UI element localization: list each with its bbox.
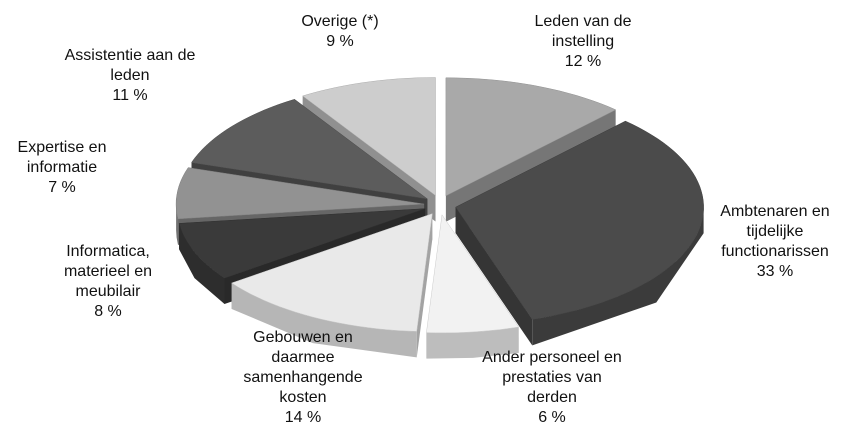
category-label: kosten	[279, 389, 326, 406]
slice-side	[426, 327, 519, 359]
slice	[455, 120, 704, 320]
slice	[191, 99, 428, 200]
slice	[175, 167, 425, 220]
category-label: tijdelijke	[747, 223, 804, 240]
category-label: leden	[110, 67, 149, 84]
category-label: Informatica,	[66, 243, 150, 260]
value-label: 8 %	[94, 303, 122, 320]
category-label: Ambtenaren en	[720, 203, 829, 220]
category-label: daarmee	[271, 349, 334, 366]
value-label: 9 %	[326, 33, 354, 50]
category-label: meubilair	[76, 283, 142, 300]
category-label: Assistentie aan de	[65, 47, 196, 64]
value-label: 7 %	[48, 179, 76, 196]
category-label: functionarissen	[721, 243, 829, 260]
slice	[178, 208, 426, 279]
value-label: 33 %	[757, 263, 793, 280]
slice-side	[532, 207, 704, 346]
value-label: 12 %	[565, 53, 601, 70]
slice-cut-face	[416, 213, 433, 358]
category-label: informatie	[27, 159, 97, 176]
category-label: Gebouwen en	[253, 329, 353, 346]
slice-side	[231, 283, 417, 358]
category-label: derden	[527, 389, 577, 406]
slice-side	[179, 223, 225, 304]
value-label: 11 %	[112, 87, 147, 104]
category-label: instelling	[552, 33, 614, 50]
slice	[426, 214, 520, 334]
slice	[445, 77, 617, 197]
category-label: Leden van de	[535, 13, 632, 30]
category-label: samenhangende	[243, 369, 362, 386]
slice-side	[176, 204, 178, 245]
category-label: Overige (*)	[301, 13, 378, 30]
value-label: 6 %	[538, 409, 566, 426]
category-label: Expertise en	[18, 139, 107, 156]
slice	[302, 77, 436, 196]
category-label: prestaties van	[502, 369, 602, 386]
value-label: 14 %	[285, 409, 321, 426]
category-label: Ander personeel en	[482, 349, 622, 366]
category-label: materieel en	[64, 263, 152, 280]
slice	[231, 213, 433, 332]
slice-cut-face	[455, 207, 533, 346]
